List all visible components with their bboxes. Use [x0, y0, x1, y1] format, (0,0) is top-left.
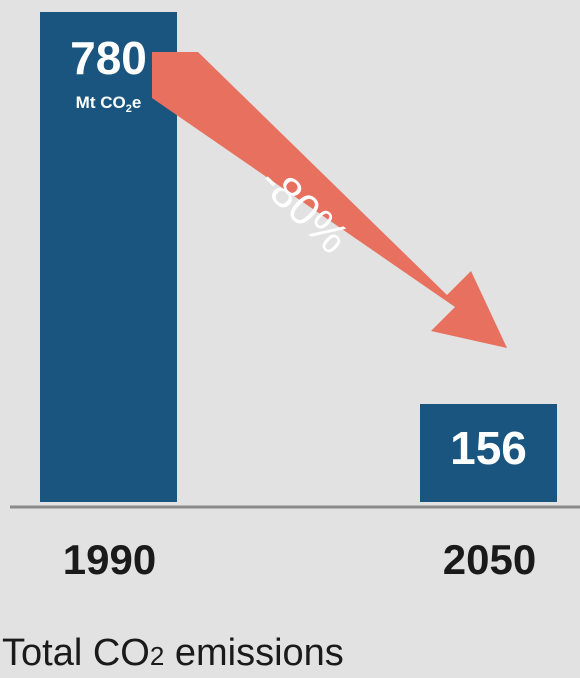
decrease-arrow	[152, 52, 507, 348]
chart-caption: Total CO2 emissions	[2, 632, 344, 675]
caption-tail: emissions	[164, 632, 344, 674]
unit-label: Mt CO2e	[76, 93, 142, 115]
category-label-1990: 1990	[63, 536, 156, 583]
data-label-1990: 780	[70, 32, 147, 84]
bar-2050	[420, 404, 557, 502]
category-label-2050: 2050	[443, 536, 536, 583]
caption-main: Total CO	[2, 632, 150, 674]
data-label-2050: 156	[450, 422, 527, 474]
caption-subscript: 2	[149, 641, 165, 671]
